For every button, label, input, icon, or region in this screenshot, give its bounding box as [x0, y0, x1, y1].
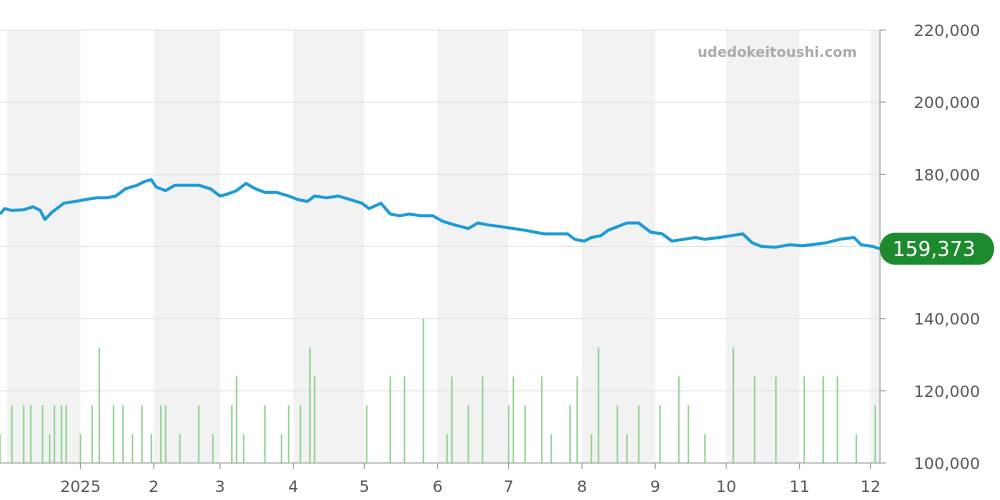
volume-bar	[280, 434, 283, 463]
x-tick-label: 9	[650, 477, 660, 496]
series-layer	[0, 178, 881, 251]
volume-bar	[659, 405, 661, 463]
volume-bar	[22, 405, 25, 463]
x-tick-label: 10	[716, 477, 736, 496]
y-tick-label: 220,000	[914, 21, 980, 40]
volume-bar	[179, 434, 181, 463]
volume-bar	[569, 405, 571, 463]
y-tick-label: 140,000	[914, 310, 980, 329]
volume-bar	[540, 376, 543, 463]
volume-bar	[150, 434, 153, 463]
volume-bar	[637, 405, 640, 463]
volume-bar	[11, 405, 13, 463]
volume-bar	[365, 405, 368, 463]
volume-bar	[775, 376, 777, 463]
price-line	[0, 178, 881, 251]
volume-bar	[451, 376, 453, 463]
x-tick-label: 2	[149, 477, 159, 496]
volume-bar	[753, 376, 756, 463]
volume-bar	[212, 434, 214, 463]
volume-bar	[112, 405, 115, 463]
x-tick-label: 4	[288, 477, 298, 496]
volume-bar	[803, 376, 806, 463]
volume-bar	[512, 376, 515, 463]
volume-bar	[822, 376, 824, 463]
watermark: udedokeitoushi.com	[697, 45, 857, 61]
y-tick-label: 200,000	[914, 93, 980, 112]
volume-bar	[874, 405, 877, 463]
x-tick-label: 2025	[60, 477, 101, 496]
volume-bar	[0, 434, 1, 463]
volume-bar	[235, 376, 238, 463]
volume-bar	[141, 405, 143, 463]
volume-bar	[313, 376, 316, 463]
volume-bar	[507, 405, 510, 463]
last-price-badge-bg	[880, 232, 994, 265]
volume-bar	[98, 347, 101, 463]
volume-bar	[422, 318, 425, 463]
x-tick-label: 5	[359, 477, 369, 496]
volume-bar	[231, 405, 233, 463]
volume-bar	[597, 347, 600, 463]
volume-bar	[299, 405, 302, 463]
volume-bar	[164, 405, 167, 463]
last-price-badge: 159,373	[880, 232, 994, 265]
volume-bar	[616, 405, 619, 463]
volume-bars	[0, 318, 877, 463]
x-tick-label: 6	[433, 477, 443, 496]
x-tick-labels: 2025 2 3 4 5 6 7 8 9 10 11 12	[60, 463, 881, 496]
volume-bar	[197, 405, 200, 463]
x-tick-label: 11	[789, 477, 809, 496]
volume-bar	[53, 405, 56, 463]
volume-bar	[91, 405, 94, 463]
last-price-label: 159,373	[893, 237, 976, 261]
volume-bar	[550, 434, 552, 463]
x-tick-label: 12	[860, 477, 880, 496]
y-tick-label: 100,000	[914, 454, 980, 473]
volume-bar	[524, 405, 526, 463]
volume-bar	[678, 376, 680, 463]
volume-bar	[467, 405, 470, 463]
volume-bar	[160, 405, 162, 463]
volume-bar	[65, 405, 67, 463]
volume-bar	[687, 405, 690, 463]
volume-bar	[590, 434, 593, 463]
x-tick-label: 7	[504, 477, 514, 496]
volume-bar	[242, 434, 245, 463]
volume-bar	[30, 405, 32, 463]
volume-bar	[403, 376, 406, 463]
y-tick-label: 120,000	[914, 382, 980, 401]
volume-bar	[855, 434, 858, 463]
volume-bar	[264, 405, 266, 463]
volume-bar	[122, 405, 124, 463]
volume-bar	[389, 376, 392, 463]
volume-bar	[60, 405, 63, 463]
volume-bar	[48, 434, 51, 463]
y-tick-label: 180,000	[914, 165, 980, 184]
volume-bar	[79, 434, 82, 463]
volume-bar	[309, 347, 311, 463]
volume-bar	[41, 405, 44, 463]
volume-bar	[481, 376, 484, 463]
volume-bar	[626, 434, 628, 463]
volume-bar	[704, 434, 706, 463]
x-tick-label: 8	[577, 477, 587, 496]
volume-bar	[836, 376, 839, 463]
volume-bar	[732, 347, 735, 463]
volume-bar	[576, 376, 578, 463]
volume-bar	[131, 434, 134, 463]
volume-bar	[446, 434, 448, 463]
volume-bar	[287, 405, 290, 463]
x-tick-label: 3	[215, 477, 225, 496]
